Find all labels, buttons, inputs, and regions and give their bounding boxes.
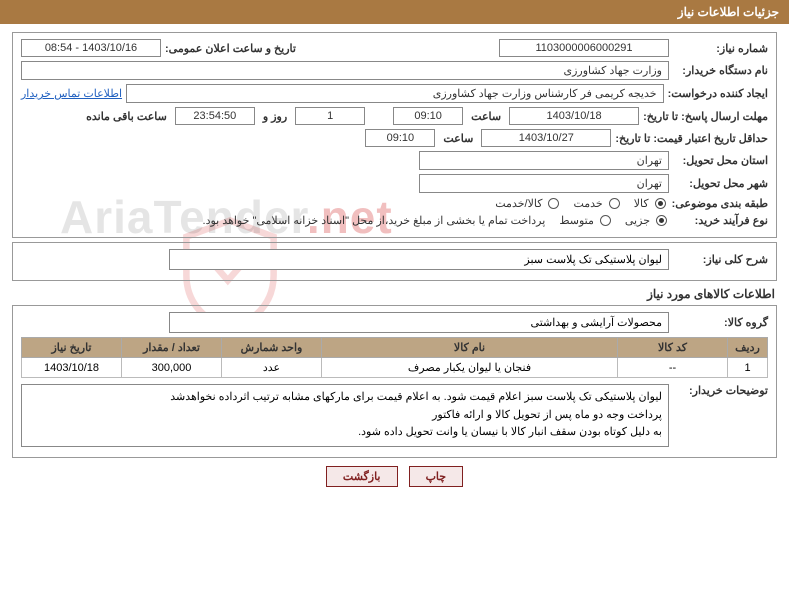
radio-small[interactable]	[656, 215, 667, 226]
deadline-date: 1403/10/18	[509, 107, 639, 125]
province-value: تهران	[419, 151, 669, 170]
deadline-time: 09:10	[393, 107, 463, 125]
table-row: 1 -- فنجان یا لیوان یکبار مصرف عدد 300,0…	[22, 358, 768, 378]
org-label: نام دستگاه خریدار:	[673, 64, 768, 77]
cell-date: 1403/10/18	[22, 358, 122, 378]
notes-line-3: به دلیل کوتاه بودن سقف انبار کالا با نیس…	[28, 424, 662, 442]
buyer-notes-box: لیوان پلاستیکی تک پلاست سبز اعلام قیمت ش…	[21, 384, 669, 447]
requester-value: خدیجه کریمی فر کارشناس وزارت جهاد کشاورز…	[126, 84, 664, 103]
th-qty: تعداد / مقدار	[122, 338, 222, 358]
need-no-label: شماره نیاز:	[673, 42, 768, 55]
th-unit: واحد شمارش	[222, 338, 322, 358]
button-row: چاپ بازگشت	[0, 466, 789, 487]
radio-goods[interactable]	[655, 198, 666, 209]
page-title: جزئیات اطلاعات نیاز	[0, 0, 789, 24]
time-label-2: ساعت	[439, 132, 477, 145]
radio-goods-service-label: کالا/خدمت	[487, 197, 542, 210]
validity-label: حداقل تاریخ اعتبار قیمت: تا تاریخ:	[615, 132, 768, 145]
radio-medium-label: متوسط	[551, 214, 594, 227]
th-name: نام کالا	[322, 338, 618, 358]
cell-row: 1	[728, 358, 768, 378]
validity-time: 09:10	[365, 129, 435, 147]
contact-link[interactable]: اطلاعات تماس خریدار	[21, 87, 122, 100]
province-label: استان محل تحویل:	[673, 154, 768, 167]
process-note: پرداخت تمام یا بخشی از مبلغ خرید،از محل …	[21, 214, 545, 227]
deadline-label: مهلت ارسال پاسخ: تا تاریخ:	[643, 110, 768, 123]
time-label-1: ساعت	[467, 110, 505, 123]
cell-qty: 300,000	[122, 358, 222, 378]
notes-line-1: لیوان پلاستیکی تک پلاست سبز اعلام قیمت ش…	[28, 389, 662, 407]
buyer-notes-label: توضیحات خریدار:	[673, 384, 768, 397]
radio-goods-service[interactable]	[548, 198, 559, 209]
announce-dt-label: تاریخ و ساعت اعلان عمومی:	[165, 42, 296, 55]
group-label: گروه کالا:	[673, 316, 768, 329]
cell-code: --	[618, 358, 728, 378]
items-frame: گروه کالا: محصولات آرایشی و بهداشتی ردیف…	[12, 305, 777, 458]
items-section-title: اطلاعات کالاهای مورد نیاز	[0, 287, 775, 301]
radio-goods-label: کالا	[626, 197, 649, 210]
radio-service-label: خدمت	[565, 197, 602, 210]
remaining-time: 23:54:50	[175, 107, 255, 125]
th-date: تاریخ نیاز	[22, 338, 122, 358]
city-value: تهران	[419, 174, 669, 193]
th-row: ردیف	[728, 338, 768, 358]
summary-frame: شرح کلی نیاز: لیوان پلاستیکی تک پلاست سب…	[12, 242, 777, 281]
print-button[interactable]: چاپ	[409, 466, 464, 487]
announce-dt-value: 1403/10/16 - 08:54	[21, 39, 161, 57]
cell-name: فنجان یا لیوان یکبار مصرف	[322, 358, 618, 378]
days-value: 1	[295, 107, 365, 125]
validity-date: 1403/10/27	[481, 129, 611, 147]
items-table: ردیف کد کالا نام کالا واحد شمارش تعداد /…	[21, 337, 768, 378]
city-label: شهر محل تحویل:	[673, 177, 768, 190]
summary-value: لیوان پلاستیکی تک پلاست سبز	[169, 249, 669, 270]
radio-medium[interactable]	[600, 215, 611, 226]
radio-small-label: جزیی	[617, 214, 650, 227]
need-no-value: 1103000006000291	[499, 39, 669, 57]
radio-service[interactable]	[609, 198, 620, 209]
category-label: طبقه بندی موضوعی:	[672, 197, 768, 210]
remaining-label: ساعت باقی مانده	[82, 110, 171, 123]
process-label: نوع فرآیند خرید:	[673, 214, 768, 227]
org-value: وزارت جهاد کشاورزی	[21, 61, 669, 80]
notes-line-2: پرداخت وجه دو ماه پس از تحویل کالا و ارا…	[28, 407, 662, 425]
summary-label: شرح کلی نیاز:	[673, 253, 768, 266]
back-button[interactable]: بازگشت	[326, 466, 398, 487]
group-value: محصولات آرایشی و بهداشتی	[169, 312, 669, 333]
requester-label: ایجاد کننده درخواست:	[668, 87, 768, 100]
cell-unit: عدد	[222, 358, 322, 378]
days-label: روز و	[259, 110, 291, 123]
details-frame: شماره نیاز: 1103000006000291 تاریخ و ساع…	[12, 32, 777, 238]
th-code: کد کالا	[618, 338, 728, 358]
